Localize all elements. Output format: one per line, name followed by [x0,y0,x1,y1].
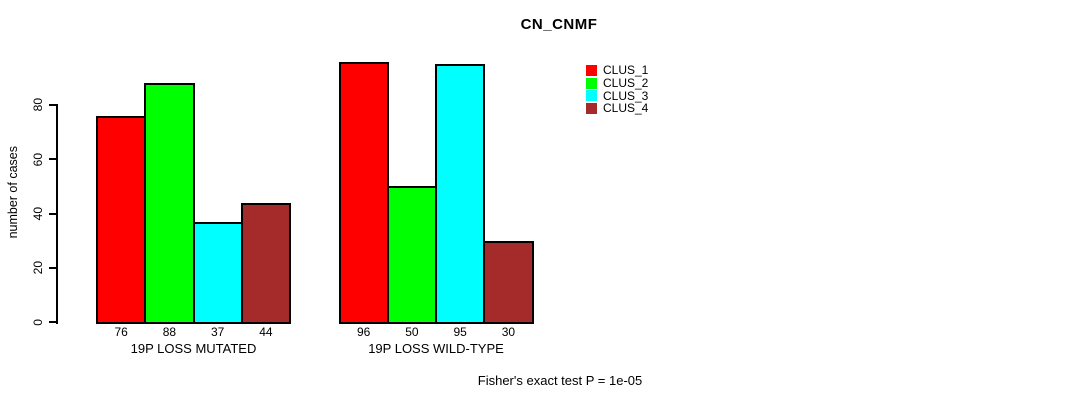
bar-clus_2-1 [144,83,195,324]
y-tick-label-text: 20 [31,261,45,275]
legend-swatch-clus_3 [586,90,597,102]
bar-clus_4-1 [240,202,291,324]
bar-clus_2-2 [386,186,437,324]
legend-label: CLUS_1 [603,63,649,78]
y-tick-label-text: 0 [31,318,45,326]
y-tick-mark [49,212,57,215]
y-tick-mark [49,266,57,269]
y-tick-label: 0 [30,292,46,352]
bar-value-label: 30 [501,325,516,339]
bar-value-label: 76 [114,325,128,339]
legend-label: CLUS_2 [603,76,649,91]
y-tick-mark [49,104,57,106]
bar-clus_3-1 [192,221,243,324]
bar-value-label: 95 [453,325,467,339]
y-tick-label-text: 80 [31,98,45,112]
y-axis-title-text: number of cases [6,145,20,239]
bar-clus_3-2 [435,64,486,324]
chart-title: CN_CNMF [520,16,598,33]
y-tick-label-text: 60 [31,152,45,166]
y-axis-line [56,104,58,324]
y-tick-label: 60 [30,129,46,189]
annotation-fisher-test: Fisher's exact test P = 1e-05 [477,373,643,388]
y-tick-mark [49,158,57,161]
legend-item-clus_2: CLUS_2 [586,77,648,90]
legend-item-clus_4: CLUS_4 [586,102,648,115]
y-tick-mark [49,321,57,323]
x-category-label: 19P LOSS WILD-TYPE [368,341,504,356]
bar-value-label: 88 [162,325,177,339]
bar-value-label: 50 [405,325,419,339]
legend-swatch-clus_4 [586,102,597,114]
legend-swatch-clus_2 [586,77,597,89]
y-axis-title: number of cases [4,130,22,254]
y-tick-label: 80 [30,75,46,135]
legend-label: CLUS_3 [603,88,649,103]
y-tick-label: 40 [30,184,46,244]
bar-value-label: 96 [356,325,371,339]
x-category-label: 19P LOSS MUTATED [130,341,257,356]
legend-item-clus_3: CLUS_3 [586,89,648,102]
legend-label: CLUS_4 [603,101,649,116]
bar-clus_1-2 [338,61,389,324]
legend-swatch-clus_1 [586,64,597,76]
bar-clus_4-2 [483,240,534,324]
legend: CLUS_1 CLUS_2 CLUS_3 CLUS_4 [586,64,648,115]
bar-value-label: 37 [210,325,225,339]
legend-item-clus_1: CLUS_1 [586,64,648,77]
bar-value-label: 44 [259,325,273,339]
bar-clus_1-1 [96,115,147,324]
y-tick-label: 20 [30,238,46,298]
y-tick-label-text: 40 [31,206,45,221]
